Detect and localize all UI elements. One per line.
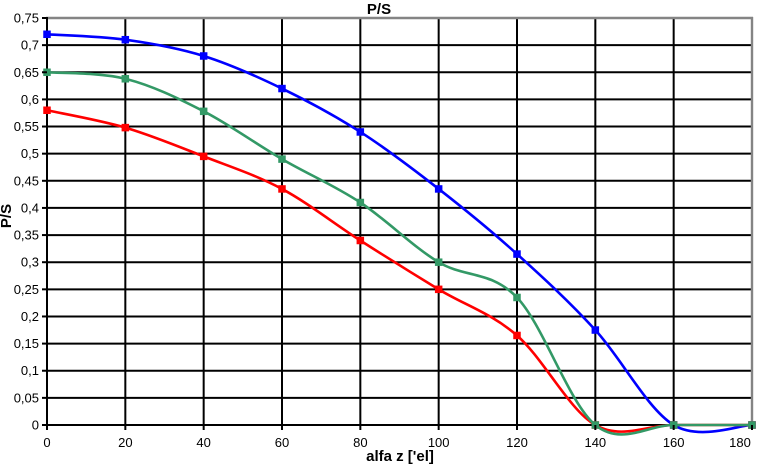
x-tick-label: 160: [663, 435, 685, 450]
x-tick-label: 100: [428, 435, 450, 450]
blue-series-marker: [434, 185, 443, 193]
green-series-marker: [121, 75, 130, 83]
blue-series-marker: [199, 52, 208, 60]
red-series-marker: [434, 285, 443, 294]
red-series-line: [45, 108, 754, 433]
blue-series-line: [45, 32, 754, 434]
tick-layer: 0 0,05 0,1 0,15 0,2 0,25 0,3 0,35 0,4 0,45 0,5 0,55…: [14, 11, 753, 450]
y-tick-label: 0,3: [21, 255, 39, 270]
x-tick-label: 120: [506, 435, 528, 450]
y-tick-label: 0,15: [14, 336, 39, 351]
y-tick-label: 0,65: [14, 65, 39, 80]
grid-layer: [46, 16, 754, 426]
y-tick-label: 0,05: [14, 390, 39, 405]
y-tick-label: 0,35: [14, 228, 39, 243]
x-tick-label: 80: [353, 435, 367, 450]
y-tick-label: 0,6: [21, 92, 39, 107]
x-tick-label: 20: [118, 435, 132, 450]
y-tick-label: 0,1: [21, 363, 39, 378]
green-series-marker: [278, 155, 286, 163]
y-tick-label: 0,5: [21, 146, 39, 161]
green-series-marker: [513, 293, 521, 302]
green-series-marker: [434, 258, 443, 266]
green-series-line: [45, 70, 754, 436]
green-series-marker: [356, 198, 365, 207]
red-series-marker: [121, 123, 130, 132]
chart-title: P/S: [367, 1, 391, 18]
blue-series-marker: [513, 250, 521, 258]
y-tick-label: 0: [32, 418, 39, 433]
y-axis-title: P/S: [0, 204, 15, 228]
red-series-marker: [356, 236, 365, 245]
blue-series-marker: [43, 30, 51, 39]
x-tick-label: 140: [584, 435, 606, 450]
y-tick-label: 0,45: [14, 173, 39, 188]
y-tick-label: 0,55: [14, 119, 39, 134]
series-layer: [43, 30, 756, 436]
green-series-marker: [199, 107, 208, 116]
x-axis-title: alfa z ['el]: [366, 448, 434, 465]
blue-series-marker: [356, 128, 365, 136]
red-series-marker: [199, 152, 208, 161]
x-tick-label: 40: [196, 435, 210, 450]
y-tick-label: 0,25: [14, 282, 39, 297]
y-tick-label: 0,2: [21, 309, 39, 324]
red-series-marker: [513, 331, 521, 340]
red-series-marker: [43, 106, 51, 115]
blue-series-marker: [591, 326, 600, 334]
blue-series-marker: [278, 84, 286, 93]
x-tick-label: 60: [275, 435, 289, 450]
x-tick-label: 0: [43, 435, 50, 450]
y-tick-label: 0,7: [21, 38, 39, 53]
blue-series-marker: [121, 35, 130, 44]
x-tick-label: 180: [729, 435, 751, 450]
y-tick-label: 0,75: [14, 11, 39, 26]
red-series-marker: [278, 185, 286, 193]
y-tick-label: 0,4: [21, 200, 39, 215]
